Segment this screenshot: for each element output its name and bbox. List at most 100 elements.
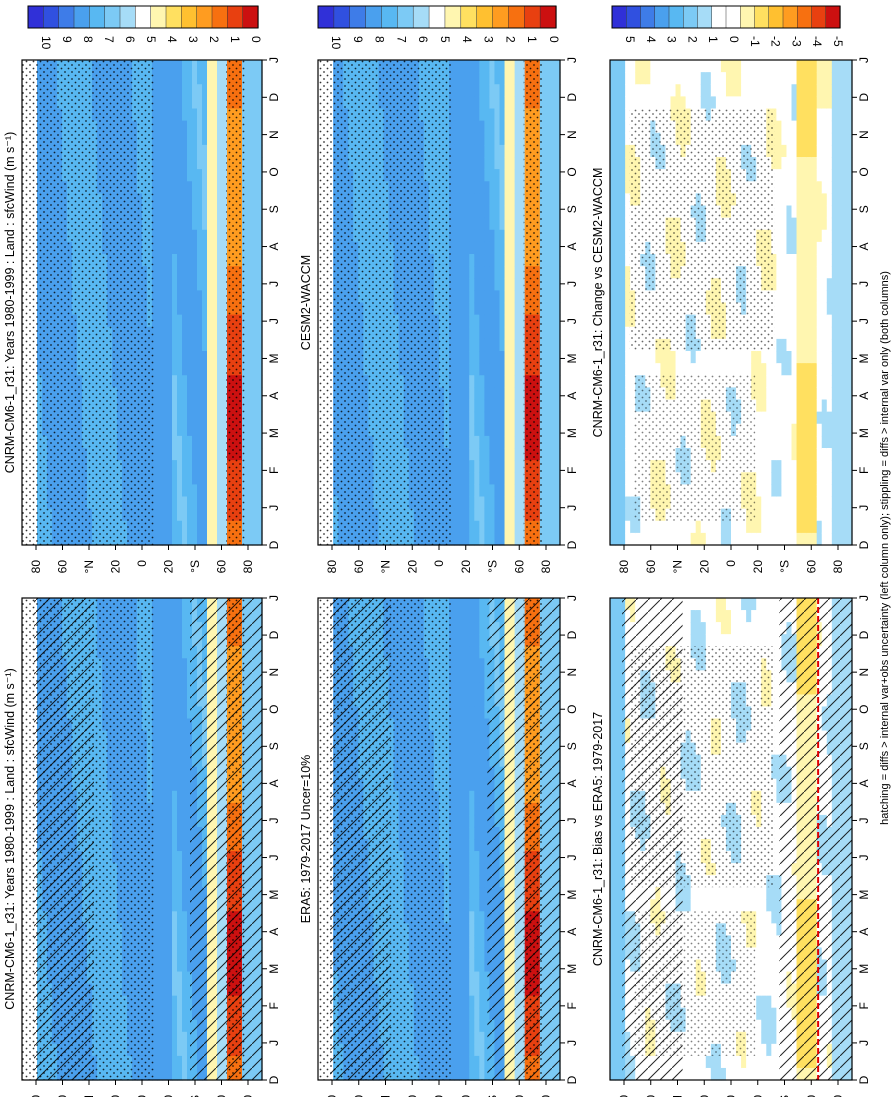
month-label: N bbox=[565, 668, 579, 677]
heatmap-cell bbox=[177, 899, 183, 912]
heatmap-cell bbox=[187, 1043, 193, 1057]
heatmap-cell bbox=[187, 658, 193, 671]
heatmap-cell bbox=[685, 887, 692, 900]
heatmap-cell bbox=[162, 826, 168, 840]
heatmap-cell bbox=[474, 622, 480, 635]
heatmap-cell bbox=[725, 610, 732, 623]
heatmap-cell bbox=[459, 935, 465, 949]
heatmap-cell bbox=[172, 839, 178, 852]
heatmap-cell bbox=[167, 959, 173, 973]
heatmap-cell bbox=[157, 911, 163, 924]
heatmap-cell bbox=[474, 634, 480, 647]
heatmap-cell bbox=[449, 658, 455, 671]
heatmap-cell bbox=[152, 790, 158, 804]
hatching-region bbox=[487, 598, 560, 1080]
month-label: M bbox=[267, 964, 281, 974]
heatmap-cell bbox=[454, 802, 460, 816]
heatmap-cell bbox=[479, 935, 485, 949]
heatmap-cell bbox=[449, 598, 455, 611]
heatmap-cell bbox=[157, 670, 163, 683]
heatmap-cell bbox=[177, 1019, 183, 1033]
heatmap-cell bbox=[610, 1019, 616, 1033]
panel-title: ERA5: 1979-2017 Uncer=10% bbox=[299, 755, 313, 924]
heatmap-cell bbox=[474, 682, 480, 695]
heatmap-cell bbox=[449, 682, 455, 695]
heatmap-cell bbox=[474, 1043, 480, 1057]
lat-label: 0 bbox=[135, 1095, 149, 1097]
heatmap-cell bbox=[172, 766, 178, 780]
heatmap-cell bbox=[162, 935, 168, 949]
heatmap-cell bbox=[459, 887, 465, 900]
heatmap-cell bbox=[449, 670, 455, 683]
heatmap-cell bbox=[615, 887, 621, 900]
month-label: M bbox=[565, 964, 579, 974]
heatmap-cell bbox=[474, 971, 480, 985]
heatmap-cell bbox=[484, 995, 491, 1009]
heatmap-cell bbox=[182, 694, 188, 708]
heatmap-cell bbox=[182, 971, 188, 985]
month-label: M bbox=[565, 890, 579, 900]
heatmap-cell bbox=[157, 875, 163, 888]
heatmap-cell bbox=[484, 706, 491, 720]
heatmap-cell bbox=[474, 598, 480, 611]
month-label: S bbox=[267, 742, 281, 750]
heatmap-cell bbox=[157, 959, 163, 973]
heatmap-cell bbox=[615, 598, 621, 611]
heatmap-cell bbox=[454, 983, 460, 997]
heatmap-cell bbox=[469, 622, 475, 635]
heatmap-cell bbox=[454, 911, 460, 924]
heatmap-cell bbox=[469, 1043, 475, 1057]
heatmap-cell bbox=[177, 598, 183, 611]
heatmap-cell bbox=[182, 1019, 188, 1033]
heatmap-cell bbox=[172, 887, 178, 900]
heatmap-cell bbox=[167, 1067, 173, 1081]
heatmap-cell bbox=[187, 923, 193, 936]
heatmap-cell bbox=[690, 622, 697, 635]
heatmap-cell bbox=[177, 610, 183, 623]
heatmap-cell bbox=[449, 634, 455, 647]
month-label: D bbox=[565, 1075, 579, 1084]
heatmap-cell bbox=[162, 887, 168, 900]
hatching-region bbox=[34, 598, 94, 1080]
heatmap-cell bbox=[162, 923, 168, 936]
heatmap-cell bbox=[484, 923, 491, 936]
heatmap-cell bbox=[454, 670, 460, 683]
heatmap-cell bbox=[479, 1007, 485, 1021]
heatmap-cell bbox=[162, 983, 168, 997]
heatmap-cell bbox=[469, 839, 475, 852]
heatmap-cell bbox=[172, 875, 178, 888]
heatmap-cell bbox=[685, 622, 692, 635]
heatmap-cell bbox=[177, 1043, 183, 1057]
heatmap-cell bbox=[615, 947, 621, 961]
heatmap-cell bbox=[162, 971, 168, 985]
heatmap-cell bbox=[187, 802, 193, 816]
heatmap-cell bbox=[187, 610, 193, 623]
heatmap-cell bbox=[484, 658, 491, 671]
heatmap-cell bbox=[187, 766, 193, 780]
heatmap-cell bbox=[449, 899, 455, 912]
heatmap-cell bbox=[177, 887, 183, 900]
lat-label: 80 bbox=[539, 1095, 553, 1097]
heatmap-cell bbox=[152, 778, 158, 792]
heatmap-cell bbox=[474, 766, 480, 780]
heatmap-cell bbox=[157, 935, 163, 949]
heatmap-cell bbox=[715, 622, 722, 635]
month-label: J bbox=[565, 855, 579, 861]
heatmap-cell bbox=[469, 935, 475, 949]
heatmap-cell bbox=[162, 778, 168, 792]
month-label: J bbox=[267, 855, 281, 861]
heatmap-cell bbox=[484, 863, 491, 876]
heatmap-cell bbox=[710, 1055, 717, 1069]
hatching-region bbox=[190, 598, 262, 1080]
heatmap-cell bbox=[177, 802, 183, 816]
heatmap-cell bbox=[162, 814, 168, 828]
heatmap-cell bbox=[187, 1007, 193, 1021]
heatmap-cell bbox=[484, 766, 491, 780]
heatmap-cell bbox=[736, 1067, 742, 1081]
heatmap-cell bbox=[167, 826, 173, 840]
heatmap-cell bbox=[720, 887, 727, 900]
heatmap-cell bbox=[187, 851, 193, 864]
heatmap-cell bbox=[464, 947, 470, 961]
heatmap-cell bbox=[177, 839, 183, 852]
